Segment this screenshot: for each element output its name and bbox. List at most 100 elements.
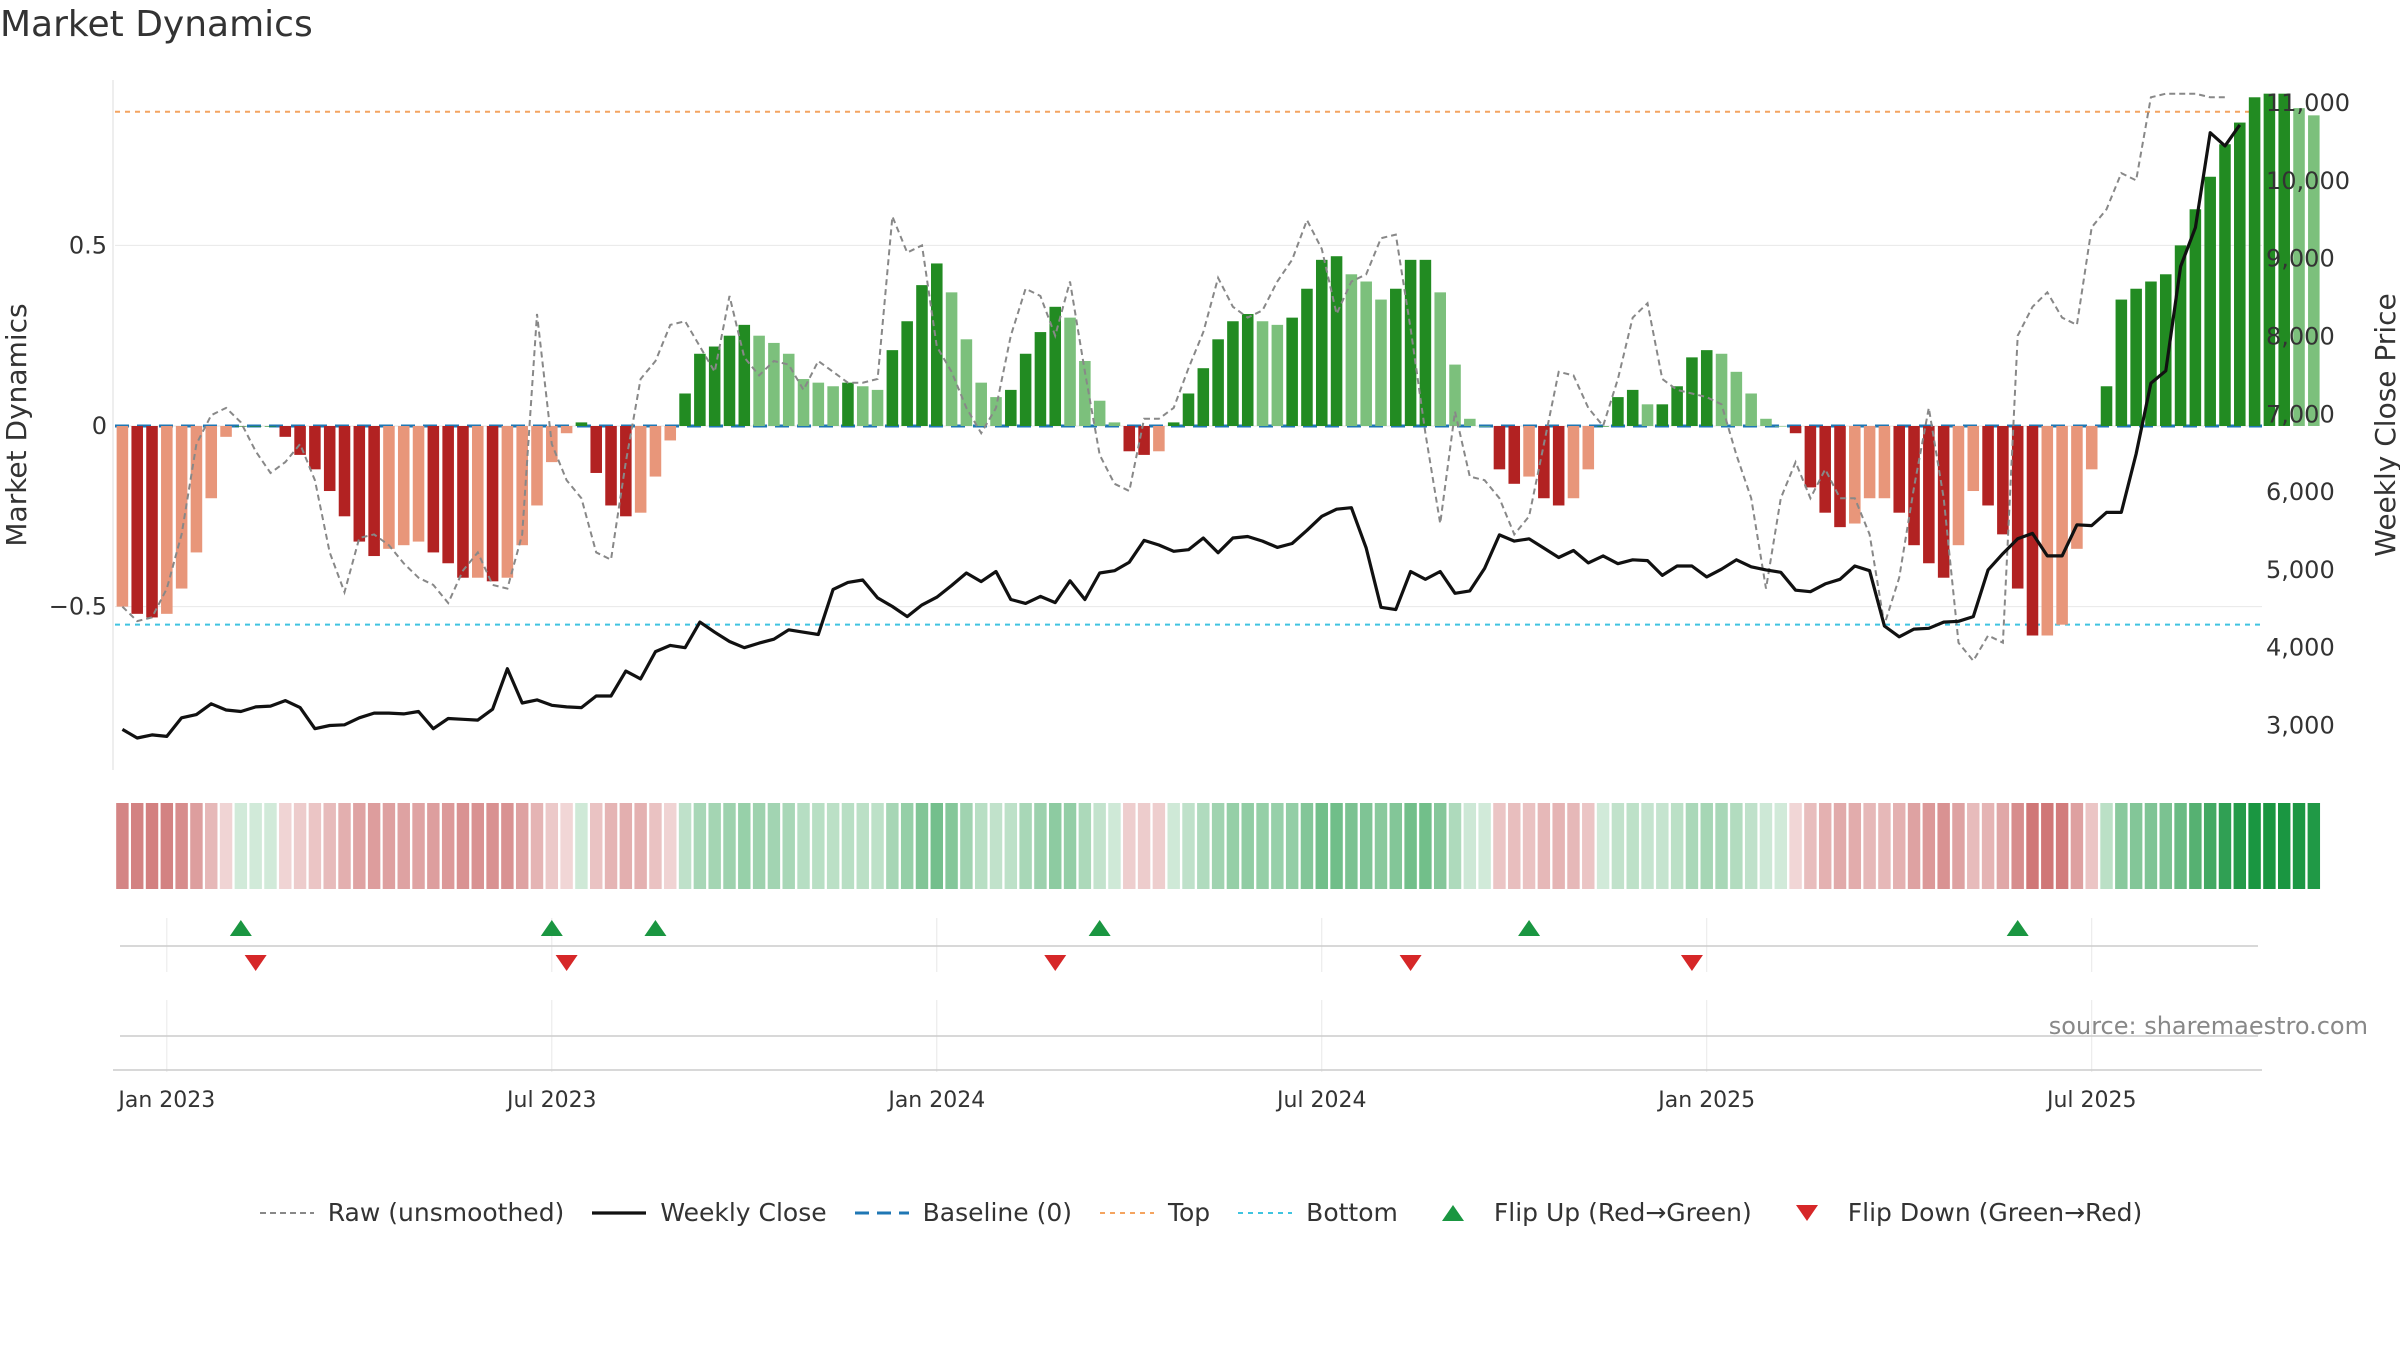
bar (161, 426, 173, 614)
heat-cell (1567, 803, 1580, 889)
heat-cell (560, 803, 573, 889)
bar (1745, 393, 1757, 426)
bar (916, 285, 928, 426)
heat-cell (1256, 803, 1269, 889)
heat-cell (2070, 803, 2084, 889)
heat-cell (1137, 803, 1151, 889)
heat-cell (1833, 803, 1847, 889)
heat-cell (116, 803, 129, 889)
heat-cell (1419, 803, 1432, 889)
heat-cell (2203, 803, 2217, 889)
legend-swatch-close-icon (590, 1202, 648, 1224)
bar (782, 353, 795, 426)
heat-cell (545, 803, 559, 889)
legend-swatch-bottom-icon (1236, 1202, 1294, 1224)
heat-cell (974, 803, 988, 889)
bar (2115, 299, 2128, 426)
bar (1686, 357, 1698, 426)
bar (457, 426, 469, 578)
bar (1360, 281, 1372, 426)
heat-cell (649, 803, 662, 889)
heat-cell (1641, 803, 1654, 889)
heat-cell (353, 803, 366, 889)
bar (1419, 259, 1432, 426)
heat-cell (486, 803, 499, 889)
bar (1952, 426, 1965, 546)
axes: 0.5 0 −0.5 3,000 4,000 5,000 6,000 7,000 8,000 9,… (0, 80, 2400, 1113)
bar (1656, 404, 1669, 426)
heat-cell (2307, 803, 2321, 889)
heat-cell (590, 803, 603, 889)
bar (427, 426, 440, 553)
heat-cell (249, 803, 262, 889)
bar (708, 346, 721, 426)
bar (1034, 332, 1047, 426)
heat-cell (1004, 803, 1018, 889)
bar (294, 426, 306, 455)
heat-cell (1596, 803, 1610, 889)
heat-cell (1626, 803, 1639, 889)
heat-cell (1937, 803, 1950, 889)
legend-item-top: Top (1098, 1198, 1210, 1227)
legend-label: Top (1167, 1198, 1211, 1227)
heat-cell (2218, 803, 2232, 889)
legend-swatch-top-icon (1098, 1202, 1156, 1224)
heat-cell (664, 803, 677, 889)
heat-cell (1285, 803, 1299, 889)
legend: Raw (unsmoothed) Weekly Close Baseline (0)… (0, 1198, 2400, 1227)
raw-series-line (121, 92, 2225, 663)
bar (2189, 209, 2202, 426)
bar (723, 335, 736, 426)
right-tick-label: 8,000 (2266, 323, 2335, 351)
bar (856, 386, 869, 426)
bar (1523, 426, 1535, 477)
bar (2234, 122, 2246, 427)
bar (1153, 426, 1165, 452)
legend-swatch-raw-icon (258, 1202, 316, 1224)
legend-item-raw: Raw (unsmoothed) (258, 1198, 564, 1227)
heat-cell (1034, 803, 1047, 889)
bar (694, 353, 706, 426)
bar (1019, 353, 1032, 426)
flip-down-marker (244, 955, 267, 971)
heat-cell (456, 803, 470, 889)
legend-swatch-baseline-icon (853, 1202, 911, 1224)
bar (2011, 426, 2024, 589)
bar (1582, 426, 1595, 470)
heat-cell (1774, 803, 1787, 889)
bar (738, 324, 751, 426)
bar (1893, 426, 1906, 513)
bar (649, 426, 662, 477)
heat-cell (604, 803, 618, 889)
flip-up-marker (540, 920, 563, 936)
bar (1330, 256, 1343, 426)
bar (1715, 353, 1728, 426)
heat-cell (2292, 803, 2306, 889)
heat-cell (1700, 803, 1713, 889)
heat-cell (1878, 803, 1891, 889)
heat-cell (723, 803, 736, 889)
heat-cell (1330, 803, 1343, 889)
heat-cell (1730, 803, 1743, 889)
heat-cell (1582, 803, 1595, 889)
bar (264, 426, 277, 427)
bar (1493, 426, 1506, 470)
bar (1182, 393, 1195, 426)
heat-cell (1848, 803, 1862, 889)
heat-cell (871, 803, 884, 889)
bar (1434, 292, 1446, 426)
bar (1301, 288, 1313, 426)
bar (2248, 97, 2261, 427)
heat-cell (930, 803, 944, 889)
heat-cell (1981, 803, 1995, 889)
heat-cell (693, 803, 707, 889)
bar (2041, 426, 2054, 636)
heat-cell (1271, 803, 1284, 889)
heat-cell (2115, 803, 2128, 889)
bar (2263, 93, 2276, 427)
bar (486, 426, 499, 582)
bar (146, 426, 158, 618)
heat-cell (1670, 803, 1684, 889)
bar (235, 426, 247, 427)
bar (1982, 426, 1994, 506)
